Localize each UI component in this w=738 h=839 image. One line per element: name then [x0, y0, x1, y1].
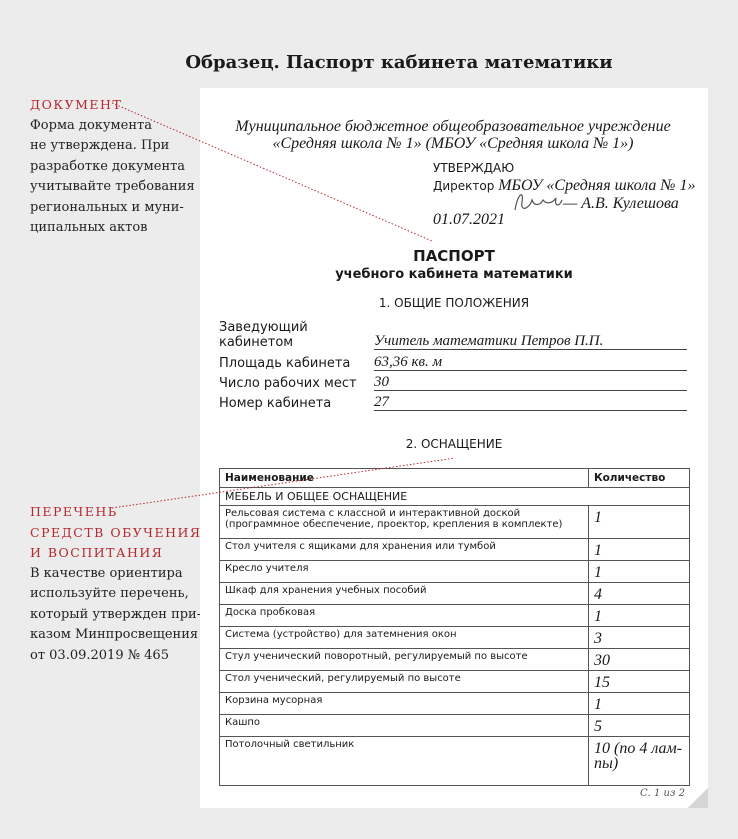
passport-subtitle: учебного кабинета математики — [335, 267, 573, 282]
general-fields: Заведующий кабинетом Учитель математики П… — [219, 320, 687, 412]
item-name: Рельсовая система с классной и интеракти… — [219, 505, 589, 539]
approval-label: УТВЕРЖДАЮ — [433, 161, 515, 175]
approval-name: — А.В. Кулешова — [563, 195, 679, 212]
field-value: 63,36 кв. м — [374, 354, 687, 371]
table-row: Рельсовая система с классной и интеракти… — [219, 505, 690, 539]
column-header-name: Наименование — [219, 468, 589, 488]
page-curl — [688, 788, 708, 808]
item-quantity: 10 (по 4 лам-пы) — [588, 736, 690, 786]
field-row: Число рабочих мест 30 — [219, 371, 687, 391]
field-row: Номер кабинета 27 — [219, 391, 687, 412]
note-line: учитывайте требования — [30, 179, 195, 194]
note-heading: СРЕДСТВ ОБУЧЕНИЯ — [30, 524, 202, 540]
section-equipment: 2. ОСНАЩЕНИЕ — [405, 437, 503, 451]
field-label: Заведующий кабинетом — [219, 320, 308, 351]
page-title: Образец. Паспорт кабинета математики — [185, 52, 613, 73]
section-general: 1. ОБЩИЕ ПОЛОЖЕНИЯ — [378, 296, 530, 310]
note-equipment-list: ПЕРЕЧЕНЬ СРЕДСТВ ОБУЧЕНИЯ И ВОСПИТАНИЯ В… — [30, 502, 201, 666]
field-label: Номер кабинета — [219, 396, 332, 412]
note-line: не утверждена. При — [30, 138, 170, 153]
note-line: разработке документа — [30, 158, 186, 174]
note-heading: ДОКУМЕНТ — [30, 97, 123, 112]
approval-position: Директор — [433, 179, 495, 193]
item-quantity: 1 — [588, 505, 690, 539]
note-line: ципальных актов — [30, 220, 148, 235]
note-heading: ПЕРЕЧЕНЬ — [30, 504, 118, 519]
callout-line-document — [111, 102, 433, 242]
table-row: Потолочный светильник 10 (по 4 лам-пы) — [219, 736, 690, 786]
note-line: используйте перечень, — [30, 586, 189, 601]
field-row: Площадь кабинета 63,36 кв. м — [219, 350, 687, 371]
table-row: Система (устройство) для затемнения окон… — [219, 626, 690, 649]
table-row: Шкаф для хранения учебных пособий 4 — [219, 582, 690, 605]
approval-block: УТВЕРЖДАЮ Директор МБОУ «Средняя школа №… — [433, 160, 695, 229]
field-row: Заведующий кабинетом Учитель математики П… — [219, 320, 687, 351]
org-line: «Средняя школа № 1» (МБОУ «Средняя школа… — [272, 135, 634, 152]
note-line: который утвержден при- — [30, 606, 202, 622]
note-line: от 03.09.2019 № 465 — [30, 647, 169, 663]
passport-title: ПАСПОРТ — [413, 247, 495, 265]
table-row: Кашпо 5 — [219, 714, 690, 737]
note-line: В качестве ориентира — [30, 565, 183, 581]
note-line: региональных и муни- — [30, 199, 184, 215]
approval-date: 01.07.2021 — [433, 211, 505, 228]
field-value: Учитель математики Петров П.П. — [374, 333, 687, 351]
field-label: Площадь кабинета — [219, 355, 351, 371]
note-heading: И ВОСПИТАНИЯ — [30, 545, 164, 560]
callout-line-equipment — [111, 457, 456, 509]
field-label: Число рабочих мест — [219, 375, 357, 391]
note-document: ДОКУМЕНТ Форма документа не утверждена. … — [30, 95, 195, 239]
field-value: 27 — [374, 394, 687, 412]
equipment-table: Наименование Количество МЕБЕЛЬ И ОБЩЕЕ О… — [219, 468, 690, 786]
item-name: Потолочный светильник — [219, 736, 589, 786]
table-header: Наименование Количество — [219, 468, 690, 488]
note-line: Форма документа — [30, 117, 152, 133]
table-row: Стул ученический поворотный, регулируемы… — [219, 648, 690, 671]
note-line: казом Минпросвещения — [30, 627, 199, 642]
signature — [510, 188, 565, 224]
org-line: Муниципальное бюджетное общеобразователь… — [235, 118, 671, 135]
page-number: С. 1 из 2 — [640, 788, 685, 799]
approval-org: МБОУ «Средняя школа № 1» — [498, 177, 696, 194]
organization-name: Муниципальное бюджетное общеобразователь… — [218, 118, 688, 152]
field-value: 30 — [374, 374, 687, 391]
table-row: Доска пробковая 1 — [219, 604, 690, 627]
